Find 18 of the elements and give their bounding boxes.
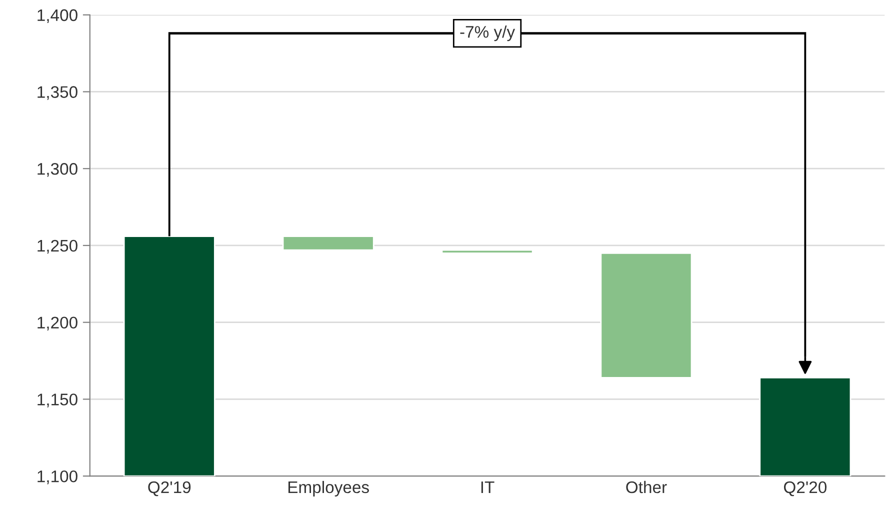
y-tick-label: 1,100 xyxy=(38,470,78,484)
annotation: -7% y/y xyxy=(460,26,516,42)
x-tick-label: Other xyxy=(626,480,667,494)
bar xyxy=(123,236,216,476)
y-tick-label: 1,300 xyxy=(38,163,78,177)
y-tick-label: 1,250 xyxy=(38,240,78,254)
y-tick-label: 1,150 xyxy=(38,394,78,408)
bar xyxy=(600,252,692,378)
y-tick-label: 1,400 xyxy=(38,9,78,24)
y-tick-label: 1,200 xyxy=(38,316,78,331)
x-tick-label: Employees xyxy=(288,480,369,496)
bar xyxy=(759,376,852,476)
y-tick-label: 1,350 xyxy=(38,86,78,100)
bar xyxy=(282,236,374,251)
bar xyxy=(441,249,534,254)
x-tick-label: Q2'20 xyxy=(784,481,827,496)
x-tick-label: IT xyxy=(481,482,494,494)
x-tick-label: Q2'19 xyxy=(148,481,191,496)
